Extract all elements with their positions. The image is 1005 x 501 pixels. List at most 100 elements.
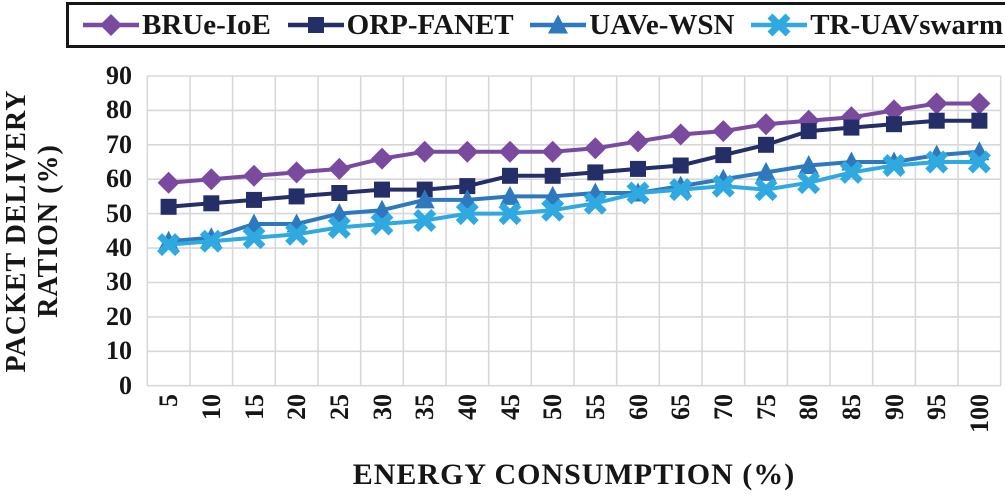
- data-point-BRUe-IoE: [200, 168, 223, 191]
- data-point-UAVe-WSN: [244, 213, 264, 233]
- data-point-BRUe-IoE: [968, 92, 991, 115]
- y-tick-label: 0: [119, 370, 132, 400]
- data-point-BRUe-IoE: [712, 120, 735, 143]
- legend-item-BRUe-IoE: BRUe-IoE: [81, 7, 271, 43]
- legend-item-TR-UAVswarm: TR-UAVswarm: [749, 7, 1003, 43]
- data-point-BRUe-IoE: [925, 92, 948, 115]
- x-tick-label: 95: [922, 394, 952, 420]
- y-tick-label: 80: [106, 95, 132, 125]
- data-point-BRUe-IoE: [328, 157, 351, 180]
- legend-marker-diamond-icon: [83, 14, 139, 36]
- data-point-BRUe-IoE: [413, 140, 436, 163]
- data-point-ORP-FANET: [544, 167, 561, 184]
- data-point-ORP-FANET: [246, 191, 262, 208]
- data-point-ORP-FANET: [374, 181, 390, 198]
- data-point-ORP-FANET: [502, 167, 518, 184]
- data-point-ORP-FANET: [288, 188, 305, 205]
- data-point-BRUe-IoE: [627, 130, 649, 153]
- x-tick-label: 40: [452, 394, 482, 420]
- data-point-TR-UAVswarm: [797, 171, 821, 195]
- data-point-TR-UAVswarm: [967, 150, 991, 174]
- x-tick-label: 5: [154, 394, 184, 407]
- data-point-BRUe-IoE: [584, 137, 607, 160]
- y-tick-label: 60: [106, 164, 132, 194]
- data-point-BRUe-IoE: [285, 161, 308, 184]
- data-point-BRUe-IoE: [243, 164, 265, 187]
- x-tick-label: 20: [282, 394, 312, 420]
- data-point-ORP-FANET: [331, 185, 348, 201]
- data-point-TR-UAVswarm: [882, 154, 906, 177]
- data-point-TR-UAVswarm: [455, 202, 479, 226]
- data-point-BRUe-IoE: [499, 140, 521, 163]
- data-point-TR-UAVswarm: [583, 191, 607, 215]
- data-point-TR-UAVswarm: [711, 174, 735, 198]
- data-point-UAVe-WSN: [798, 155, 819, 174]
- x-tick-label: 60: [623, 394, 653, 420]
- data-point-TR-UAVswarm: [669, 178, 693, 202]
- y-tick-label: 70: [106, 129, 132, 159]
- legend-marker-triangle-icon: [530, 14, 587, 34]
- data-point-ORP-FANET: [715, 147, 732, 164]
- data-point-TR-UAVswarm: [626, 181, 650, 205]
- x-tick-label: 50: [538, 394, 568, 420]
- x-tick-label: 100: [964, 394, 994, 433]
- data-point-TR-UAVswarm: [839, 160, 863, 184]
- legend-item-label: BRUe-IoE: [142, 8, 271, 41]
- data-point-ORP-FANET: [843, 119, 860, 136]
- data-point-ORP-FANET: [587, 164, 604, 181]
- data-point-BRUe-IoE: [157, 171, 180, 194]
- data-point-TR-UAVswarm: [498, 202, 522, 226]
- data-point-UAVe-WSN: [372, 199, 392, 219]
- y-tick-label: 10: [106, 336, 132, 366]
- data-point-TR-UAVswarm: [327, 215, 351, 239]
- x-tick-label: 15: [239, 394, 269, 420]
- x-tick-label: 80: [794, 394, 824, 420]
- legend-item-label: TR-UAVswarm: [810, 8, 1003, 41]
- data-point-BRUe-IoE: [541, 140, 564, 163]
- data-point-ORP-FANET: [971, 112, 988, 129]
- data-point-ORP-FANET: [886, 116, 902, 133]
- legend-marker-square-icon: [287, 17, 344, 33]
- x-tick-label: 30: [367, 394, 397, 420]
- legend: BRUe-IoE ORP-FANET UAVe-WSN TR-UAVswarm: [66, 2, 1005, 48]
- data-point-TR-UAVswarm: [242, 226, 266, 250]
- data-point-BRUe-IoE: [456, 140, 479, 163]
- series-line-TR-UAVswarm: [168, 160, 980, 247]
- data-point-UAVe-WSN: [542, 185, 563, 205]
- x-tick-label: 65: [666, 394, 696, 420]
- y-tick-label: 30: [106, 267, 132, 297]
- data-point-UAVe-WSN: [457, 189, 478, 209]
- data-point-TR-UAVswarm: [541, 198, 565, 222]
- data-point-ORP-FANET: [928, 112, 945, 129]
- x-tick-label: 55: [580, 394, 610, 420]
- data-point-ORP-FANET: [630, 160, 646, 177]
- data-point-TR-UAVswarm: [157, 233, 181, 257]
- data-point-ORP-FANET: [672, 157, 689, 174]
- x-tick-label: 85: [836, 394, 866, 420]
- data-point-UAVe-WSN: [756, 161, 776, 181]
- data-point-UAVe-WSN: [414, 189, 435, 209]
- data-point-BRUe-IoE: [883, 99, 905, 122]
- data-point-ORP-FANET: [459, 178, 476, 195]
- y-tick-label: 50: [106, 198, 132, 228]
- legend-item-ORP-FANET: ORP-FANET: [286, 7, 514, 43]
- data-point-TR-UAVswarm: [925, 150, 949, 174]
- legend-marker-x-icon: [751, 13, 808, 37]
- x-tick-label: 35: [410, 394, 440, 420]
- legend-item-label: ORP-FANET: [346, 8, 514, 41]
- data-point-TR-UAVswarm: [199, 229, 223, 253]
- data-point-ORP-FANET: [160, 198, 177, 215]
- data-point-UAVe-WSN: [500, 185, 520, 205]
- data-point-TR-UAVswarm: [413, 209, 437, 232]
- y-tick-label: 20: [106, 301, 132, 331]
- legend-item-UAVe-WSN: UAVe-WSN: [528, 7, 734, 43]
- x-tick-label: 10: [196, 394, 226, 420]
- data-point-BRUe-IoE: [669, 123, 692, 146]
- x-tick-label: 90: [879, 394, 909, 420]
- data-point-TR-UAVswarm: [754, 178, 778, 202]
- data-point-TR-UAVswarm: [370, 212, 394, 236]
- y-tick-label: 90: [106, 61, 132, 90]
- data-point-TR-UAVswarm: [285, 222, 309, 246]
